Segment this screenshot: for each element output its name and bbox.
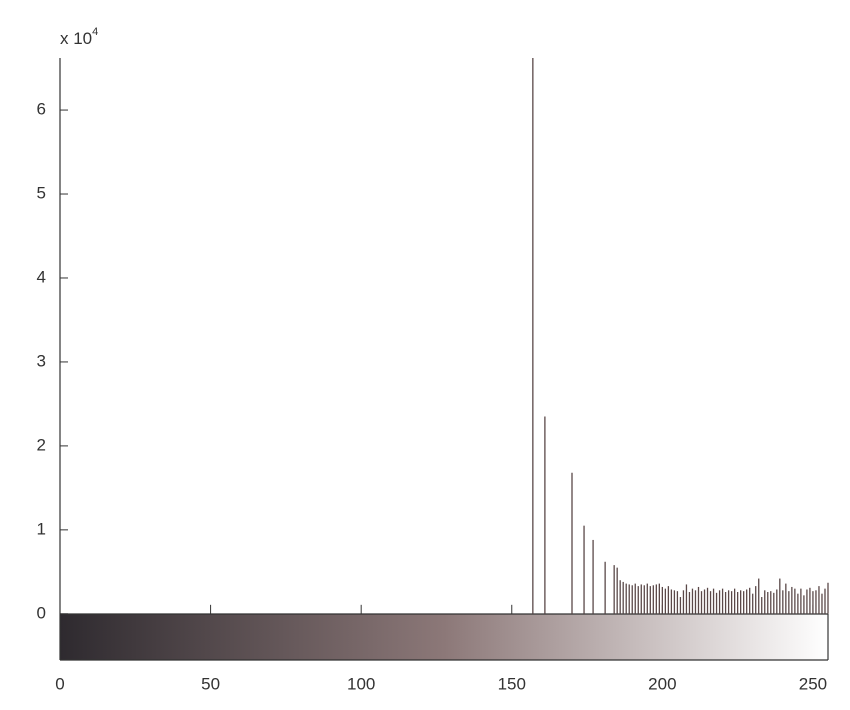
y-tick-label: 6: [37, 100, 46, 119]
y-tick-label: 5: [37, 184, 46, 203]
x-tick-label: 50: [201, 674, 220, 693]
x-tick-label: 200: [648, 674, 676, 693]
x-tick-label: 100: [347, 674, 375, 693]
x-tick-label: 150: [498, 674, 526, 693]
y-tick-label: 3: [37, 351, 46, 370]
x-tick-label: 0: [55, 674, 64, 693]
y-tick-label: 1: [37, 519, 46, 538]
y-tick-label: 0: [37, 603, 46, 622]
colorbar: [60, 614, 828, 660]
y-tick-label: 2: [37, 435, 46, 454]
y-tick-label: 4: [37, 267, 46, 286]
multiplier-exponent: 4: [92, 26, 98, 38]
y-multiplier: x 104: [60, 26, 98, 49]
x-tick-label: 250: [799, 674, 827, 693]
multiplier-base: x 10: [60, 29, 92, 48]
